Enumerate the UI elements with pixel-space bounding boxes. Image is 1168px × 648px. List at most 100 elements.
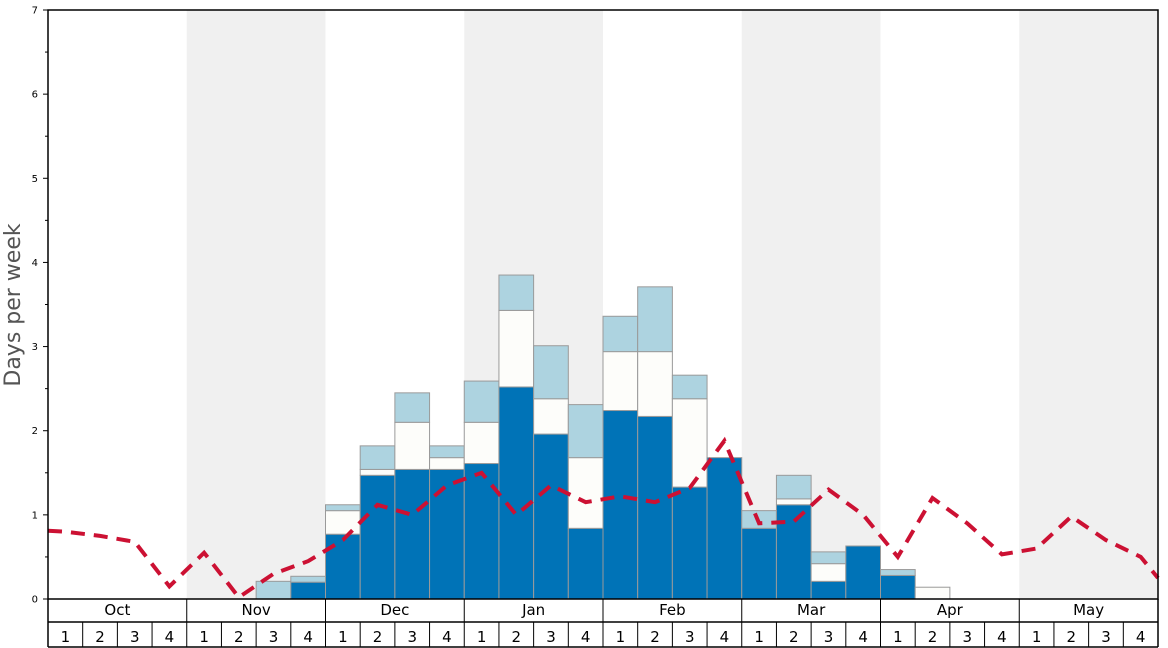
month-label-apr: Apr xyxy=(937,601,964,619)
y-axis-ticks: 0 1 2 3 4 5 6 7 xyxy=(32,6,48,606)
week-label: 1 xyxy=(754,628,764,646)
month-label-oct: Oct xyxy=(104,601,130,619)
week-label: 1 xyxy=(1032,628,1042,646)
week-label: 2 xyxy=(789,628,799,646)
week-label: 4 xyxy=(997,628,1007,646)
bar-solid-24 xyxy=(880,574,916,600)
week-label: 1 xyxy=(338,628,348,646)
week-label: 1 xyxy=(61,628,71,646)
bar-light-16 xyxy=(602,315,639,353)
bar-solid-14 xyxy=(533,433,569,600)
y-tick-label-3: 3 xyxy=(32,342,38,353)
bar-solid-17 xyxy=(637,415,673,600)
week-label: 2 xyxy=(650,628,660,646)
bar-solid-18 xyxy=(671,486,708,600)
y-tick-label-1: 1 xyxy=(32,510,38,521)
bar-solid-16 xyxy=(602,410,639,600)
bar-solid-20 xyxy=(741,527,777,600)
bar-solid-9 xyxy=(359,474,396,600)
bar-mid-9 xyxy=(359,468,396,476)
y-tick-label-4: 4 xyxy=(32,258,38,269)
bar-light-8 xyxy=(325,504,361,512)
y-axis-label: Days per week xyxy=(1,223,26,386)
bar-solid-22 xyxy=(810,580,847,600)
week-label: 1 xyxy=(616,628,626,646)
y-tick-label-5: 5 xyxy=(32,174,38,185)
y-tick-label-7: 7 xyxy=(32,6,38,17)
bar-light-15 xyxy=(567,404,604,459)
week-label: 3 xyxy=(407,628,417,646)
bar-solid-23 xyxy=(845,545,881,600)
month-label-may: May xyxy=(1073,601,1104,619)
bar-solid-19 xyxy=(706,457,743,600)
bar-light-7 xyxy=(290,575,326,583)
bar-light-13 xyxy=(498,274,535,311)
bar-solid-7 xyxy=(290,581,326,600)
stacked-bars xyxy=(255,274,951,600)
week-label: 4 xyxy=(720,628,730,646)
week-label: 4 xyxy=(165,628,175,646)
bar-light-9 xyxy=(359,445,396,470)
bar-light-14 xyxy=(533,345,569,400)
bar-solid-10 xyxy=(394,468,431,600)
bar-solid-12 xyxy=(463,463,500,600)
week-label: 4 xyxy=(581,628,591,646)
bar-light-10 xyxy=(394,392,431,423)
bar-mid-25 xyxy=(914,586,951,600)
bar-solid-11 xyxy=(429,468,465,600)
week-label: 2 xyxy=(512,628,522,646)
y-tick-label-2: 2 xyxy=(32,426,38,437)
bar-light-22 xyxy=(810,551,847,565)
y-tick-label-6: 6 xyxy=(32,90,38,101)
bar-solid-8 xyxy=(325,533,361,600)
bar-mid-22 xyxy=(810,563,847,582)
week-label: 4 xyxy=(1136,628,1146,646)
bar-mid-11 xyxy=(429,457,465,470)
week-label: 3 xyxy=(824,628,834,646)
week-label: 1 xyxy=(893,628,903,646)
x-axis-month-week-table: Oct 1 2 3 4 Nov 1 2 3 4 Dec 1 2 3 4 Jan 1 2 3 4 Feb 1 2 3 4 Mar 1 2… xyxy=(47,599,1159,648)
bar-mid-21 xyxy=(775,498,812,506)
week-label: 2 xyxy=(928,628,938,646)
week-label: 3 xyxy=(685,628,695,646)
month-label-feb: Feb xyxy=(659,601,686,619)
average-days-line xyxy=(47,436,1160,601)
bar-light-6 xyxy=(255,580,292,600)
week-label: 1 xyxy=(477,628,487,646)
week-label: 4 xyxy=(303,628,313,646)
bar-mid-12 xyxy=(463,421,500,465)
bar-light-17 xyxy=(637,286,673,353)
month-band-may xyxy=(1019,10,1158,599)
week-label: 2 xyxy=(95,628,105,646)
y-tick-label-0: 0 xyxy=(32,595,38,606)
bar-solid-13 xyxy=(498,386,535,600)
bar-solid-21 xyxy=(775,504,812,600)
month-label-jan: Jan xyxy=(521,601,545,619)
month-label-mar: Mar xyxy=(797,601,826,619)
week-label: 3 xyxy=(269,628,279,646)
month-label-nov: Nov xyxy=(241,601,270,619)
week-label: 3 xyxy=(130,628,140,646)
bar-light-12 xyxy=(463,380,500,423)
week-label: 2 xyxy=(373,628,383,646)
week-label: 3 xyxy=(1101,628,1111,646)
week-label: 4 xyxy=(858,628,868,646)
bar-mid-13 xyxy=(498,309,535,388)
month-band-nov xyxy=(186,10,326,599)
week-label: 3 xyxy=(962,628,972,646)
bar-mid-14 xyxy=(533,398,569,435)
bar-mid-18 xyxy=(671,398,708,488)
bar-light-11 xyxy=(429,445,465,459)
bar-light-18 xyxy=(671,374,708,400)
bar-light-24 xyxy=(880,569,916,576)
bar-solid-15 xyxy=(567,527,604,600)
bar-mid-10 xyxy=(394,421,431,470)
bar-light-21 xyxy=(775,474,812,500)
week-label: 1 xyxy=(199,628,209,646)
week-label: 3 xyxy=(546,628,556,646)
week-label: 2 xyxy=(234,628,244,646)
bar-mid-8 xyxy=(325,510,361,535)
bar-mid-16 xyxy=(602,351,639,412)
month-label-dec: Dec xyxy=(380,601,409,619)
